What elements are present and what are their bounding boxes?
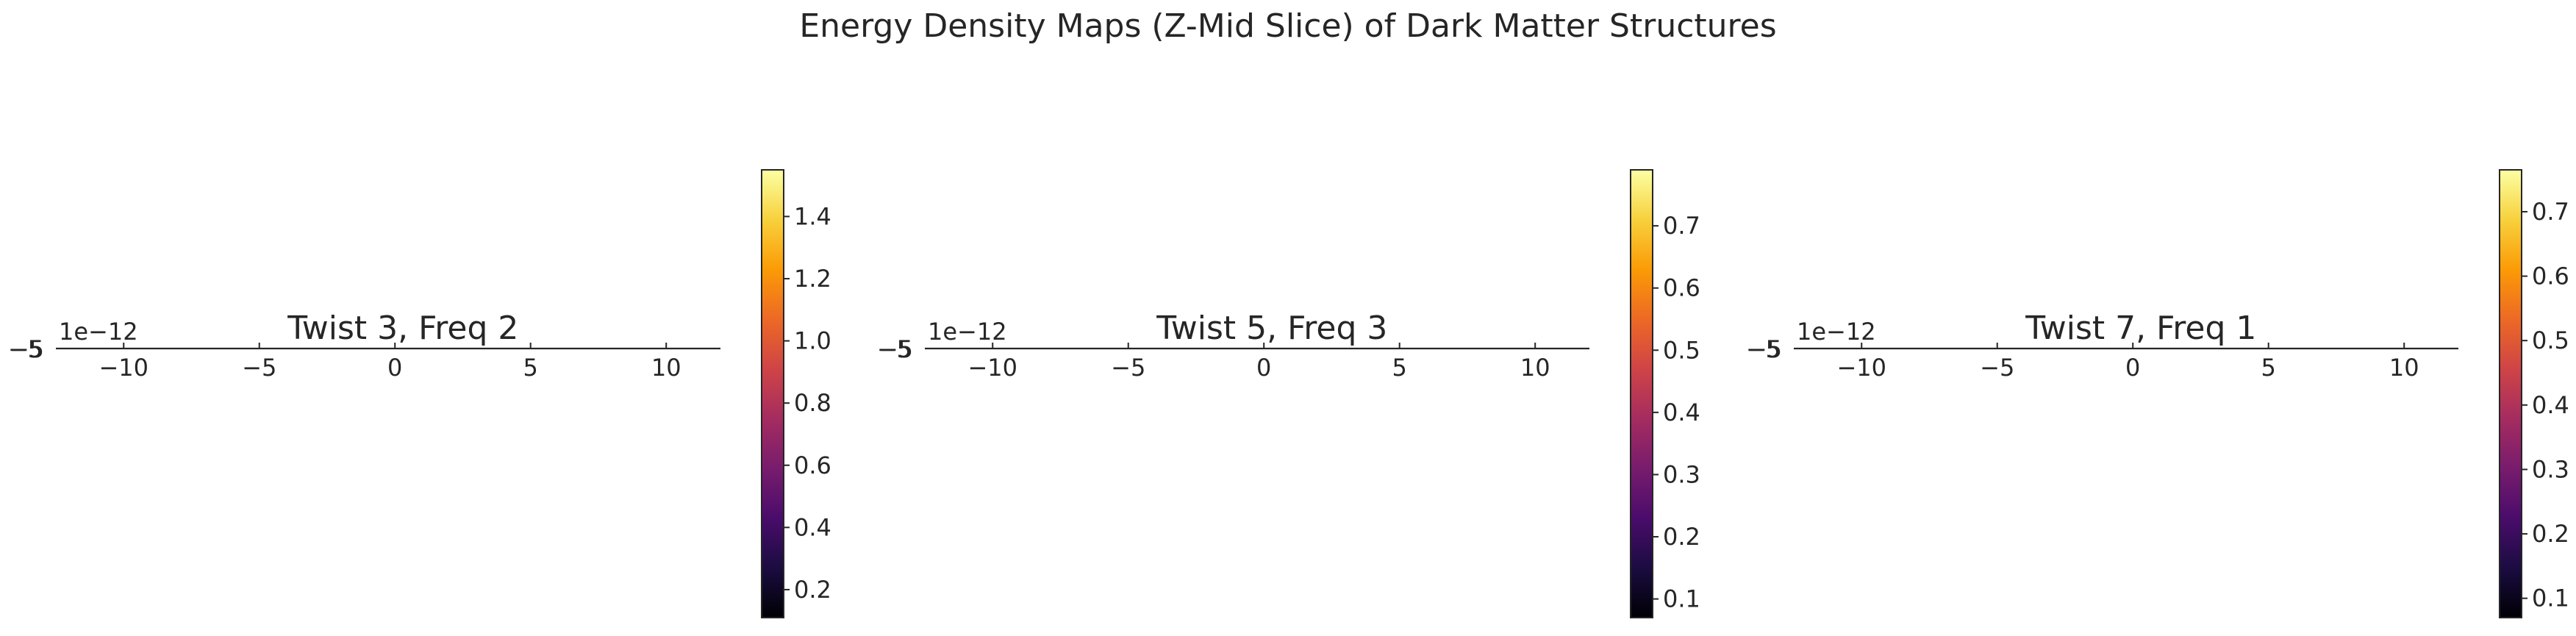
y-tick-label-overlap: −5: [1747, 335, 1782, 363]
colorbar: [1630, 169, 1653, 618]
figure-title: Energy Density Maps (Z-Mid Slice) of Dar…: [799, 7, 1777, 45]
y-tick-label: −5: [8, 335, 43, 363]
colorbar-tick-label: 0.1: [2532, 585, 2569, 612]
colorbar-tick-label: 0.5: [1663, 336, 1700, 364]
colorbar-tick-label: 0.6: [1663, 274, 1700, 302]
y-offset-text: 1e−12: [928, 318, 1007, 346]
x-tick-label: −10: [967, 354, 1017, 382]
x-tick-label: −5: [1980, 354, 2014, 382]
x-tick-label: 10: [2389, 354, 2419, 382]
colorbar-tick-label: 0.3: [2532, 455, 2569, 483]
panel-title: Twist 7, Freq 1: [2025, 310, 2256, 347]
colorbar-tick-label: 1.2: [794, 265, 831, 293]
colorbar-tick-label: 0.1: [1663, 585, 1700, 613]
colorbar-tick-label: 0.6: [794, 451, 831, 479]
colorbar-tick-label: 0.4: [1663, 399, 1700, 426]
colorbar-tick-label: 0.6: [2532, 262, 2569, 290]
x-tick-label: 0: [387, 354, 402, 382]
x-tick-label: 10: [651, 354, 681, 382]
panel-title: Twist 3, Freq 2: [287, 310, 518, 347]
colorbar-tick-label: 0.4: [794, 513, 831, 541]
colorbar-tick-label: 0.8: [794, 389, 831, 417]
x-tick-label: 0: [1256, 354, 1271, 382]
colorbar-tick-label: 0.4: [2532, 391, 2569, 419]
x-tick-label: −10: [99, 354, 149, 382]
colorbar-tick-label: 0.7: [2532, 198, 2569, 226]
x-tick-label: −5: [1111, 354, 1145, 382]
panel-title: Twist 5, Freq 3: [1156, 310, 1387, 347]
x-tick-label: 5: [2261, 354, 2276, 382]
colorbar-tick-label: 0.2: [2532, 520, 2569, 548]
colorbar: [761, 169, 784, 618]
y-tick-label-overlap: −5: [10, 335, 44, 363]
colorbar-tick-label: 0.3: [1663, 460, 1700, 488]
x-tick-label: 5: [523, 354, 538, 382]
colorbar-tick-label: 0.7: [1663, 212, 1700, 240]
colorbar-tick-label: 1.4: [794, 202, 831, 230]
colorbar-tick-label: 1.0: [794, 327, 831, 355]
y-offset-text: 1e−12: [1797, 318, 1876, 346]
x-tick-label: 10: [1520, 354, 1550, 382]
colorbar-tick-label: 0.2: [794, 576, 831, 604]
y-offset-text: 1e−12: [59, 318, 138, 346]
x-tick-label: −10: [1836, 354, 1886, 382]
y-tick-label: −5: [1746, 335, 1781, 363]
x-tick-label: 0: [2125, 354, 2140, 382]
colorbar-tick-label: 0.5: [2532, 326, 2569, 354]
x-tick-label: −5: [242, 354, 276, 382]
colorbar-tick-label: 0.2: [1663, 523, 1700, 551]
colorbar: [2499, 169, 2522, 618]
y-tick-label: −5: [877, 335, 912, 363]
x-tick-label: 5: [1392, 354, 1407, 382]
y-tick-label-overlap: −5: [879, 335, 913, 363]
